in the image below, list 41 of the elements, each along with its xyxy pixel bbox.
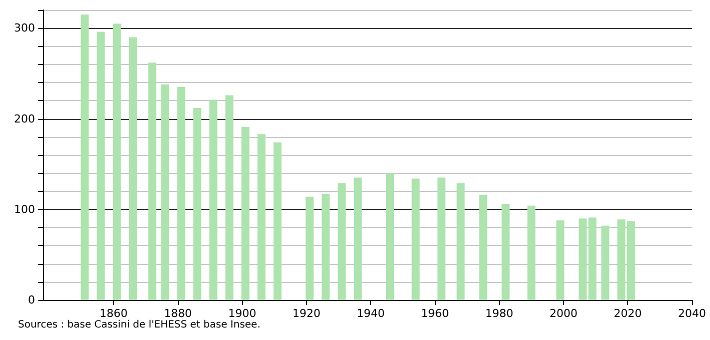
bar: [502, 204, 510, 300]
bar: [556, 220, 564, 300]
x-tick-label: 2020: [614, 307, 642, 320]
x-tick-label: 1860: [100, 307, 128, 320]
bar: [241, 126, 250, 300]
x-tick-label: 2040: [678, 307, 706, 320]
bar: [386, 173, 394, 300]
bar: [161, 84, 170, 300]
bar: [257, 134, 266, 300]
x-tick-label: 1960: [420, 307, 449, 320]
bar: [601, 226, 610, 300]
y-tick-label: 100: [14, 202, 35, 216]
x-tick-label: 1900: [228, 307, 256, 320]
y-tick-label: 200: [14, 112, 35, 126]
bar: [96, 32, 105, 300]
y-tick-label: 300: [14, 22, 35, 35]
bar: [412, 178, 420, 300]
bar: [306, 196, 314, 300]
bar: [437, 178, 446, 300]
bar: [177, 87, 186, 300]
y-tick-label: 0: [28, 294, 35, 306]
x-tick-label: 2000: [549, 307, 578, 320]
bar: [456, 183, 465, 300]
source-note: Sources : base Cassini de l'EHESS et base Insee.: [18, 320, 260, 330]
bar: [112, 24, 121, 300]
bar: [338, 183, 346, 300]
bar: [322, 194, 330, 300]
bar: [354, 178, 362, 300]
x-tick-label: 1880: [164, 307, 192, 320]
bar: [527, 206, 536, 300]
bar: [479, 194, 488, 300]
x-tick-label: 1920: [292, 307, 320, 320]
x-tick-label: 1940: [356, 307, 385, 320]
bar: [80, 14, 89, 300]
bar: [193, 108, 202, 300]
bar: [274, 142, 282, 300]
bar: [128, 37, 137, 300]
x-tick-label: 1980: [485, 307, 514, 320]
bar: [225, 95, 234, 300]
bar: [148, 62, 156, 300]
bar: [209, 100, 218, 300]
